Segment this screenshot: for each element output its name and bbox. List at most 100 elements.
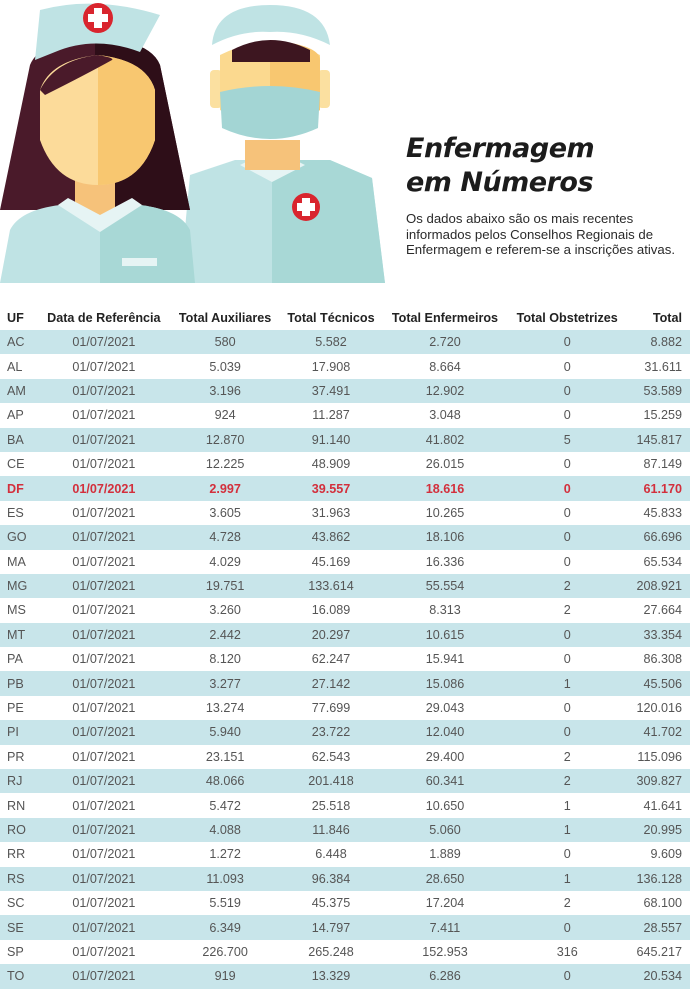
table-cell: 62.247 [311,652,351,667]
table-cell: 18.106 [382,525,508,550]
table-row: PI 01/07/2021 5.940 23.722 12.040 0 41.702 [0,720,690,745]
table-cell: 66.696 [626,525,690,550]
table-cell: 0 [507,525,627,550]
table-cell: 01/07/2021 [72,652,136,667]
table-cell: 12.870 [170,427,280,452]
table-cell: 01/07/2021 [72,359,136,374]
table-row: RR 01/07/2021 1.272 6.448 1.889 0 9.609 [0,842,690,866]
table-row: PR 01/07/2021 23.151 62.543 29.400 2 115.096 [0,745,690,769]
table-row: RO 01/07/2021 4.088 11.846 5.060 1 20.995 [0,817,690,843]
table-cell: 45.375 [311,896,351,911]
table-row: MS 01/07/2021 3.260 16.089 8.313 2 27.664 [0,598,690,622]
table-row: CE 01/07/2021 12.225 48.909 26.015 0 87.149 [0,452,690,476]
table-cell: 17.204 [425,896,465,911]
table-cell: 2 [507,573,627,599]
table-cell: 3.196 [170,378,280,404]
table-cell: 13.274 [205,701,245,716]
table-cell: 55.554 [382,573,508,599]
nurse-man-masked-icon [180,5,385,283]
table-row: AM 01/07/2021 3.196 37.491 12.902 0 53.589 [0,378,690,404]
title-line-2: em Números [406,167,594,198]
table-cell: 13.329 [279,964,383,989]
table-cell: 15.941 [425,652,465,667]
table-row: RJ 01/07/2021 48.066 201.418 60.341 2 309.827 [0,769,690,794]
table-cell: 226.700 [202,944,248,959]
table-row: AL 01/07/2021 5.039 17.908 8.664 0 31.611 [0,354,690,378]
table-cell: 3.605 [209,505,241,520]
table-row: SP 01/07/2021 226.700 265.248 152.953 316 645.… [0,940,690,964]
table-row: MG 01/07/2021 19.751 133.614 55.554 2 208.921 [0,573,690,599]
table-cell: 01/07/2021 [72,603,136,618]
table-cell: 0 [563,554,571,569]
table-cell: 208.921 [626,573,690,599]
table-cell: 01/07/2021 [37,476,171,501]
table-cell: 0 [507,476,627,501]
table-cell: 0 [563,505,571,520]
table-cell: AC [0,330,37,355]
table-cell: 3.048 [429,408,461,423]
table-cell: 6.349 [170,915,280,940]
table-cell: 5 [507,427,627,452]
table-cell: 1.272 [209,847,241,862]
table-cell: 26.015 [425,457,465,472]
table-body: AC 01/07/2021 580 5.582 2.720 0 8.882 AL 01/07/2… [0,330,690,989]
table-cell: RO [0,817,37,843]
table-cell: 8.313 [429,603,461,618]
page-title: Enfermagem em Números [406,132,595,200]
table-cell: 645.217 [636,944,682,959]
table-cell: PE [7,701,24,716]
table-cell: PI [0,720,37,745]
table-cell: 1.889 [429,847,461,862]
table-cell: 3.277 [170,671,280,696]
table-cell: 5.472 [209,798,241,813]
table-cell: MG [0,573,37,599]
table-cell: PA [7,652,23,667]
table-cell: 10.650 [425,798,465,813]
table-cell: 309.827 [626,769,690,794]
table-cell: 8.120 [209,652,241,667]
table-cell: 45.833 [643,505,682,520]
table-cell: 87.149 [643,457,682,472]
table-cell: AP [7,408,24,423]
table-cell: 01/07/2021 [37,330,171,355]
nurse-woman-icon [0,3,195,283]
table-cell: 01/07/2021 [72,944,136,959]
column-header: Data de Referência [47,311,161,325]
table-cell: 01/07/2021 [37,573,171,599]
table-cell: 20.297 [279,622,383,648]
table-cell: 41.802 [382,427,508,452]
column-header: Total Enfermeiros [391,311,499,325]
table-cell: 15.259 [643,408,682,423]
table-cell: PR [7,749,25,764]
table-cell: 919 [170,964,280,989]
table-row: PB 01/07/2021 3.277 27.142 15.086 1 45.506 [0,671,690,696]
table-cell: 16.336 [425,554,465,569]
table-cell: 2 [563,749,571,764]
table-cell: 43.862 [279,525,383,550]
table-cell: 45.506 [626,671,690,696]
table-cell: 0 [563,847,571,862]
table-row: MA 01/07/2021 4.029 45.169 16.336 0 65.534 [0,550,690,574]
table-cell: 5.940 [170,720,280,745]
table-cell: 19.751 [170,573,280,599]
title-line-1: Enfermagem [406,133,595,164]
table-cell: SC [7,896,25,911]
table-cell: 01/07/2021 [72,701,136,716]
table-cell: 37.491 [279,378,383,404]
table-cell: 115.096 [637,749,682,764]
table-cell: 0 [507,720,627,745]
table-cell: 14.797 [279,915,383,940]
table-row: RS 01/07/2021 11.093 96.384 28.650 1 136.128 [0,866,690,891]
table-cell: 62.543 [311,749,351,764]
table-cell: 924 [214,408,236,423]
table-cell: 01/07/2021 [72,554,136,569]
nurses-illustration [0,3,385,283]
table-row: SC 01/07/2021 5.519 45.375 17.204 2 68.100 [0,891,690,915]
table-cell: 120.016 [636,701,682,716]
table-cell: MS [7,603,26,618]
table-row: SE 01/07/2021 6.349 14.797 7.411 0 28.557 [0,915,690,940]
table-cell: 201.418 [279,769,383,794]
table-cell: 136.128 [626,866,690,891]
table-cell: RN [7,798,26,813]
table-cell: 65.534 [643,554,682,569]
